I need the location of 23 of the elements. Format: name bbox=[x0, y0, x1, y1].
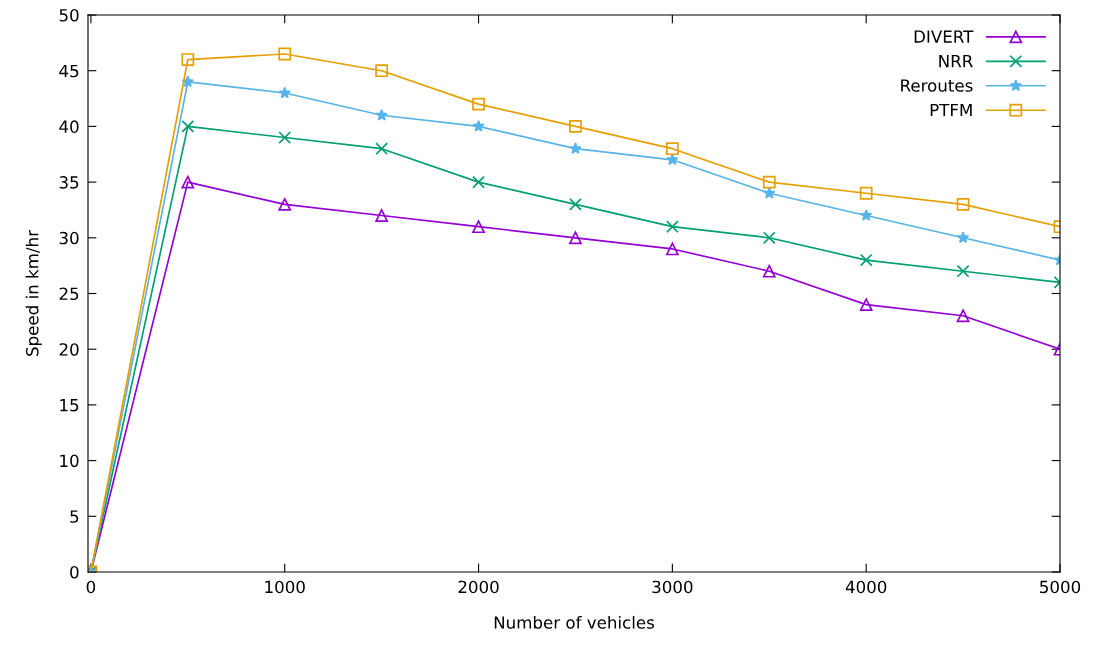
y-tick-label: 10 bbox=[60, 454, 79, 468]
y-tick-label: 40 bbox=[59, 120, 79, 133]
legend-label: DIVERT bbox=[914, 30, 974, 43]
x-tick-label: 1000 bbox=[265, 580, 305, 594]
y-tick-label: 35 bbox=[59, 176, 79, 189]
x-tick-label: 5000 bbox=[1040, 580, 1081, 594]
legend-label: NRR bbox=[939, 54, 973, 68]
y-tick-label: 50 bbox=[59, 8, 79, 22]
y-axis-title: Speed in km/hr bbox=[25, 230, 42, 356]
y-tick-label: 5 bbox=[70, 510, 79, 523]
y-tick-label: 0 bbox=[70, 565, 79, 579]
x-tick-label: 3000 bbox=[652, 580, 693, 594]
y-tick-label: 20 bbox=[59, 343, 79, 356]
y-tick-label: 45 bbox=[59, 64, 79, 78]
x-tick-label: 4000 bbox=[845, 580, 887, 594]
y-tick-label: 15 bbox=[60, 399, 79, 412]
x-tick-label: 0 bbox=[86, 580, 96, 594]
x-tick-label: 2000 bbox=[458, 580, 499, 594]
legend-label: Reroutes bbox=[901, 79, 973, 92]
x-axis-title: Number of vehicles bbox=[494, 615, 655, 629]
y-tick-label: 30 bbox=[59, 231, 79, 245]
legend-label: PTFM bbox=[930, 103, 972, 117]
y-tick-label: 25 bbox=[59, 287, 79, 301]
